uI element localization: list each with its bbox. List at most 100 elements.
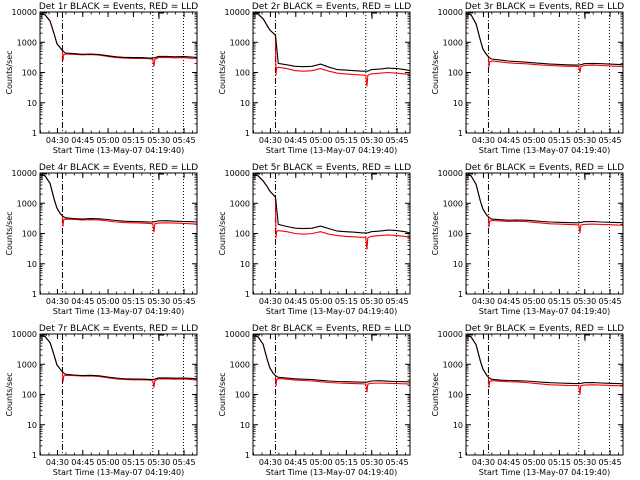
panel-8-xlabel: Start Time (13-May-07 04:19:40) (266, 468, 397, 477)
panel-4-frame (39, 172, 198, 295)
panel-9-corner-mark-2 (584, 334, 591, 341)
panel-4-corner-mark-2 (158, 173, 165, 180)
panel-9-ytick-label: 100 (448, 391, 463, 400)
panel-9-title: Det 9r BLACK = Events, RED = LLD (465, 324, 624, 334)
panel-1-events-line (40, 12, 197, 59)
panel-4-xlabel: Start Time (13-May-07 04:19:40) (53, 307, 184, 316)
panel-4-ytick-label: 1 (32, 290, 37, 299)
panel-2: Det 2r BLACK = Events, RED = LLD Counts/s… (218, 2, 411, 155)
panel-1-ytick-label: 10000 (12, 8, 37, 17)
panel-3-ytick-label: 1000 (443, 38, 463, 47)
panel-9-lld-line (466, 334, 623, 395)
panel-8-events-line (253, 334, 410, 383)
panel-8-title: Det 8r BLACK = Events, RED = LLD (252, 324, 411, 334)
panel-2-corner-mark-1 (254, 12, 261, 19)
panel-1-corner-mark-2 (158, 12, 165, 19)
panel-2-ytick-label: 10000 (225, 8, 250, 17)
panel-7-xtick-label: 05:45 (173, 458, 196, 467)
panel-6-corner-mark-1 (467, 173, 474, 180)
panel-6-xtick-label: 04:45 (497, 297, 520, 306)
panel-2-events-line (253, 12, 410, 72)
panel-5-frame (252, 172, 411, 295)
panel-5-xtick-label: 05:45 (386, 297, 409, 306)
panel-6-xtick-label: 05:45 (599, 297, 622, 306)
panel-1-ytick-label: 100 (22, 69, 37, 78)
panel-5-xlabel: Start Time (13-May-07 04:19:40) (266, 307, 397, 316)
panel-5-events-line (253, 173, 410, 234)
panel-1: Det 1r BLACK = Events, RED = LLD Counts/s… (5, 2, 198, 155)
panel-4-ytick-label: 10000 (12, 169, 37, 178)
panel-3-ylabel: Counts/sec (431, 50, 440, 94)
panel-6-ytick-label: 1 (458, 290, 463, 299)
panel-4-xtick-label: 04:45 (71, 297, 94, 306)
panel-4-xtick-label: 05:00 (97, 297, 120, 306)
panel-8-ylabel: Counts/sec (218, 372, 227, 416)
panel-1-xtick-label: 05:15 (122, 136, 145, 145)
panel-7-lld-line (40, 334, 197, 388)
panel-4: Det 4r BLACK = Events, RED = LLD Counts/s… (5, 163, 198, 316)
panel-7-ytick-label: 10000 (12, 330, 37, 339)
panel-3-ytick-label: 10000 (438, 8, 463, 17)
panel-7-ytick-label: 100 (22, 391, 37, 400)
panel-8-ytick-label: 10 (240, 421, 250, 430)
panel-9-ytick-label: 1000 (443, 360, 463, 369)
panel-9: Det 9r BLACK = Events, RED = LLD Counts/s… (431, 324, 624, 477)
panel-5-xtick-label: 04:45 (284, 297, 307, 306)
panel-9-ytick-label: 1 (458, 451, 463, 460)
panel-8-corner-mark-2 (371, 334, 378, 341)
panel-8-ytick-label: 100 (235, 391, 250, 400)
panel-9-events-line (466, 334, 623, 385)
panel-8-xtick-label: 05:15 (335, 458, 358, 467)
panel-8-ytick-label: 1000 (230, 360, 250, 369)
panel-4-xtick-label: 04:30 (46, 297, 69, 306)
panel-5: Det 5r BLACK = Events, RED = LLD Counts/s… (218, 163, 411, 316)
panel-8-xtick-label: 05:45 (386, 458, 409, 467)
panel-5-xtick-label: 05:15 (335, 297, 358, 306)
panel-9-ytick-label: 10 (453, 421, 463, 430)
panel-1-xlabel: Start Time (13-May-07 04:19:40) (53, 146, 184, 155)
panel-2-ytick-label: 100 (235, 69, 250, 78)
panel-4-ylabel: Counts/sec (5, 211, 14, 255)
panel-1-ytick-label: 10 (27, 99, 37, 108)
panel-3-xtick-label: 05:00 (523, 136, 546, 145)
panel-3-ytick-label: 10 (453, 99, 463, 108)
panel-2-xtick-label: 05:15 (335, 136, 358, 145)
panel-9-xtick-label: 04:45 (497, 458, 520, 467)
panel-5-corner-mark-1 (254, 173, 261, 180)
panel-3-frame (465, 11, 624, 134)
panel-6-ytick-label: 1000 (443, 199, 463, 208)
panel-7-corner-mark-2 (158, 334, 165, 341)
panel-1-frame (39, 11, 198, 134)
panel-3-xtick-label: 04:45 (497, 136, 520, 145)
panel-6-xtick-label: 04:30 (472, 297, 495, 306)
panel-5-ytick-label: 10000 (225, 169, 250, 178)
panel-5-title: Det 5r BLACK = Events, RED = LLD (252, 163, 411, 173)
panel-1-xtick-label: 05:45 (173, 136, 196, 145)
panel-5-ytick-label: 10 (240, 260, 250, 269)
panel-6-frame (465, 172, 624, 295)
panel-7-ytick-label: 10 (27, 421, 37, 430)
panel-4-xtick-label: 05:45 (173, 297, 196, 306)
panel-7-ytick-label: 1 (32, 451, 37, 460)
panel-1-xtick-label: 05:30 (147, 136, 170, 145)
panel-8: Det 8r BLACK = Events, RED = LLD Counts/s… (218, 324, 411, 477)
panel-9-xtick-label: 05:15 (548, 458, 571, 467)
panel-6-lld-line (466, 173, 623, 233)
panel-4-ytick-label: 1000 (17, 199, 37, 208)
panel-6-ylabel: Counts/sec (431, 211, 440, 255)
panel-6-ytick-label: 100 (448, 230, 463, 239)
panel-4-lld-line (40, 173, 197, 233)
panel-1-xtick-label: 04:30 (46, 136, 69, 145)
panel-2-corner-mark-2 (371, 12, 378, 19)
panel-6-xtick-label: 05:30 (573, 297, 596, 306)
panel-8-ytick-label: 10000 (225, 330, 250, 339)
panel-2-xlabel: Start Time (13-May-07 04:19:40) (266, 146, 397, 155)
panel-1-ylabel: Counts/sec (5, 50, 14, 94)
panel-8-frame (252, 333, 411, 456)
panel-3-xlabel: Start Time (13-May-07 04:19:40) (479, 146, 610, 155)
panel-7: Det 7r BLACK = Events, RED = LLD Counts/s… (5, 324, 198, 477)
panel-3-ytick-label: 100 (448, 69, 463, 78)
panel-8-corner-mark-1 (254, 334, 261, 341)
panel-3-corner-mark-1 (467, 12, 474, 19)
panel-6-xlabel: Start Time (13-May-07 04:19:40) (479, 307, 610, 316)
